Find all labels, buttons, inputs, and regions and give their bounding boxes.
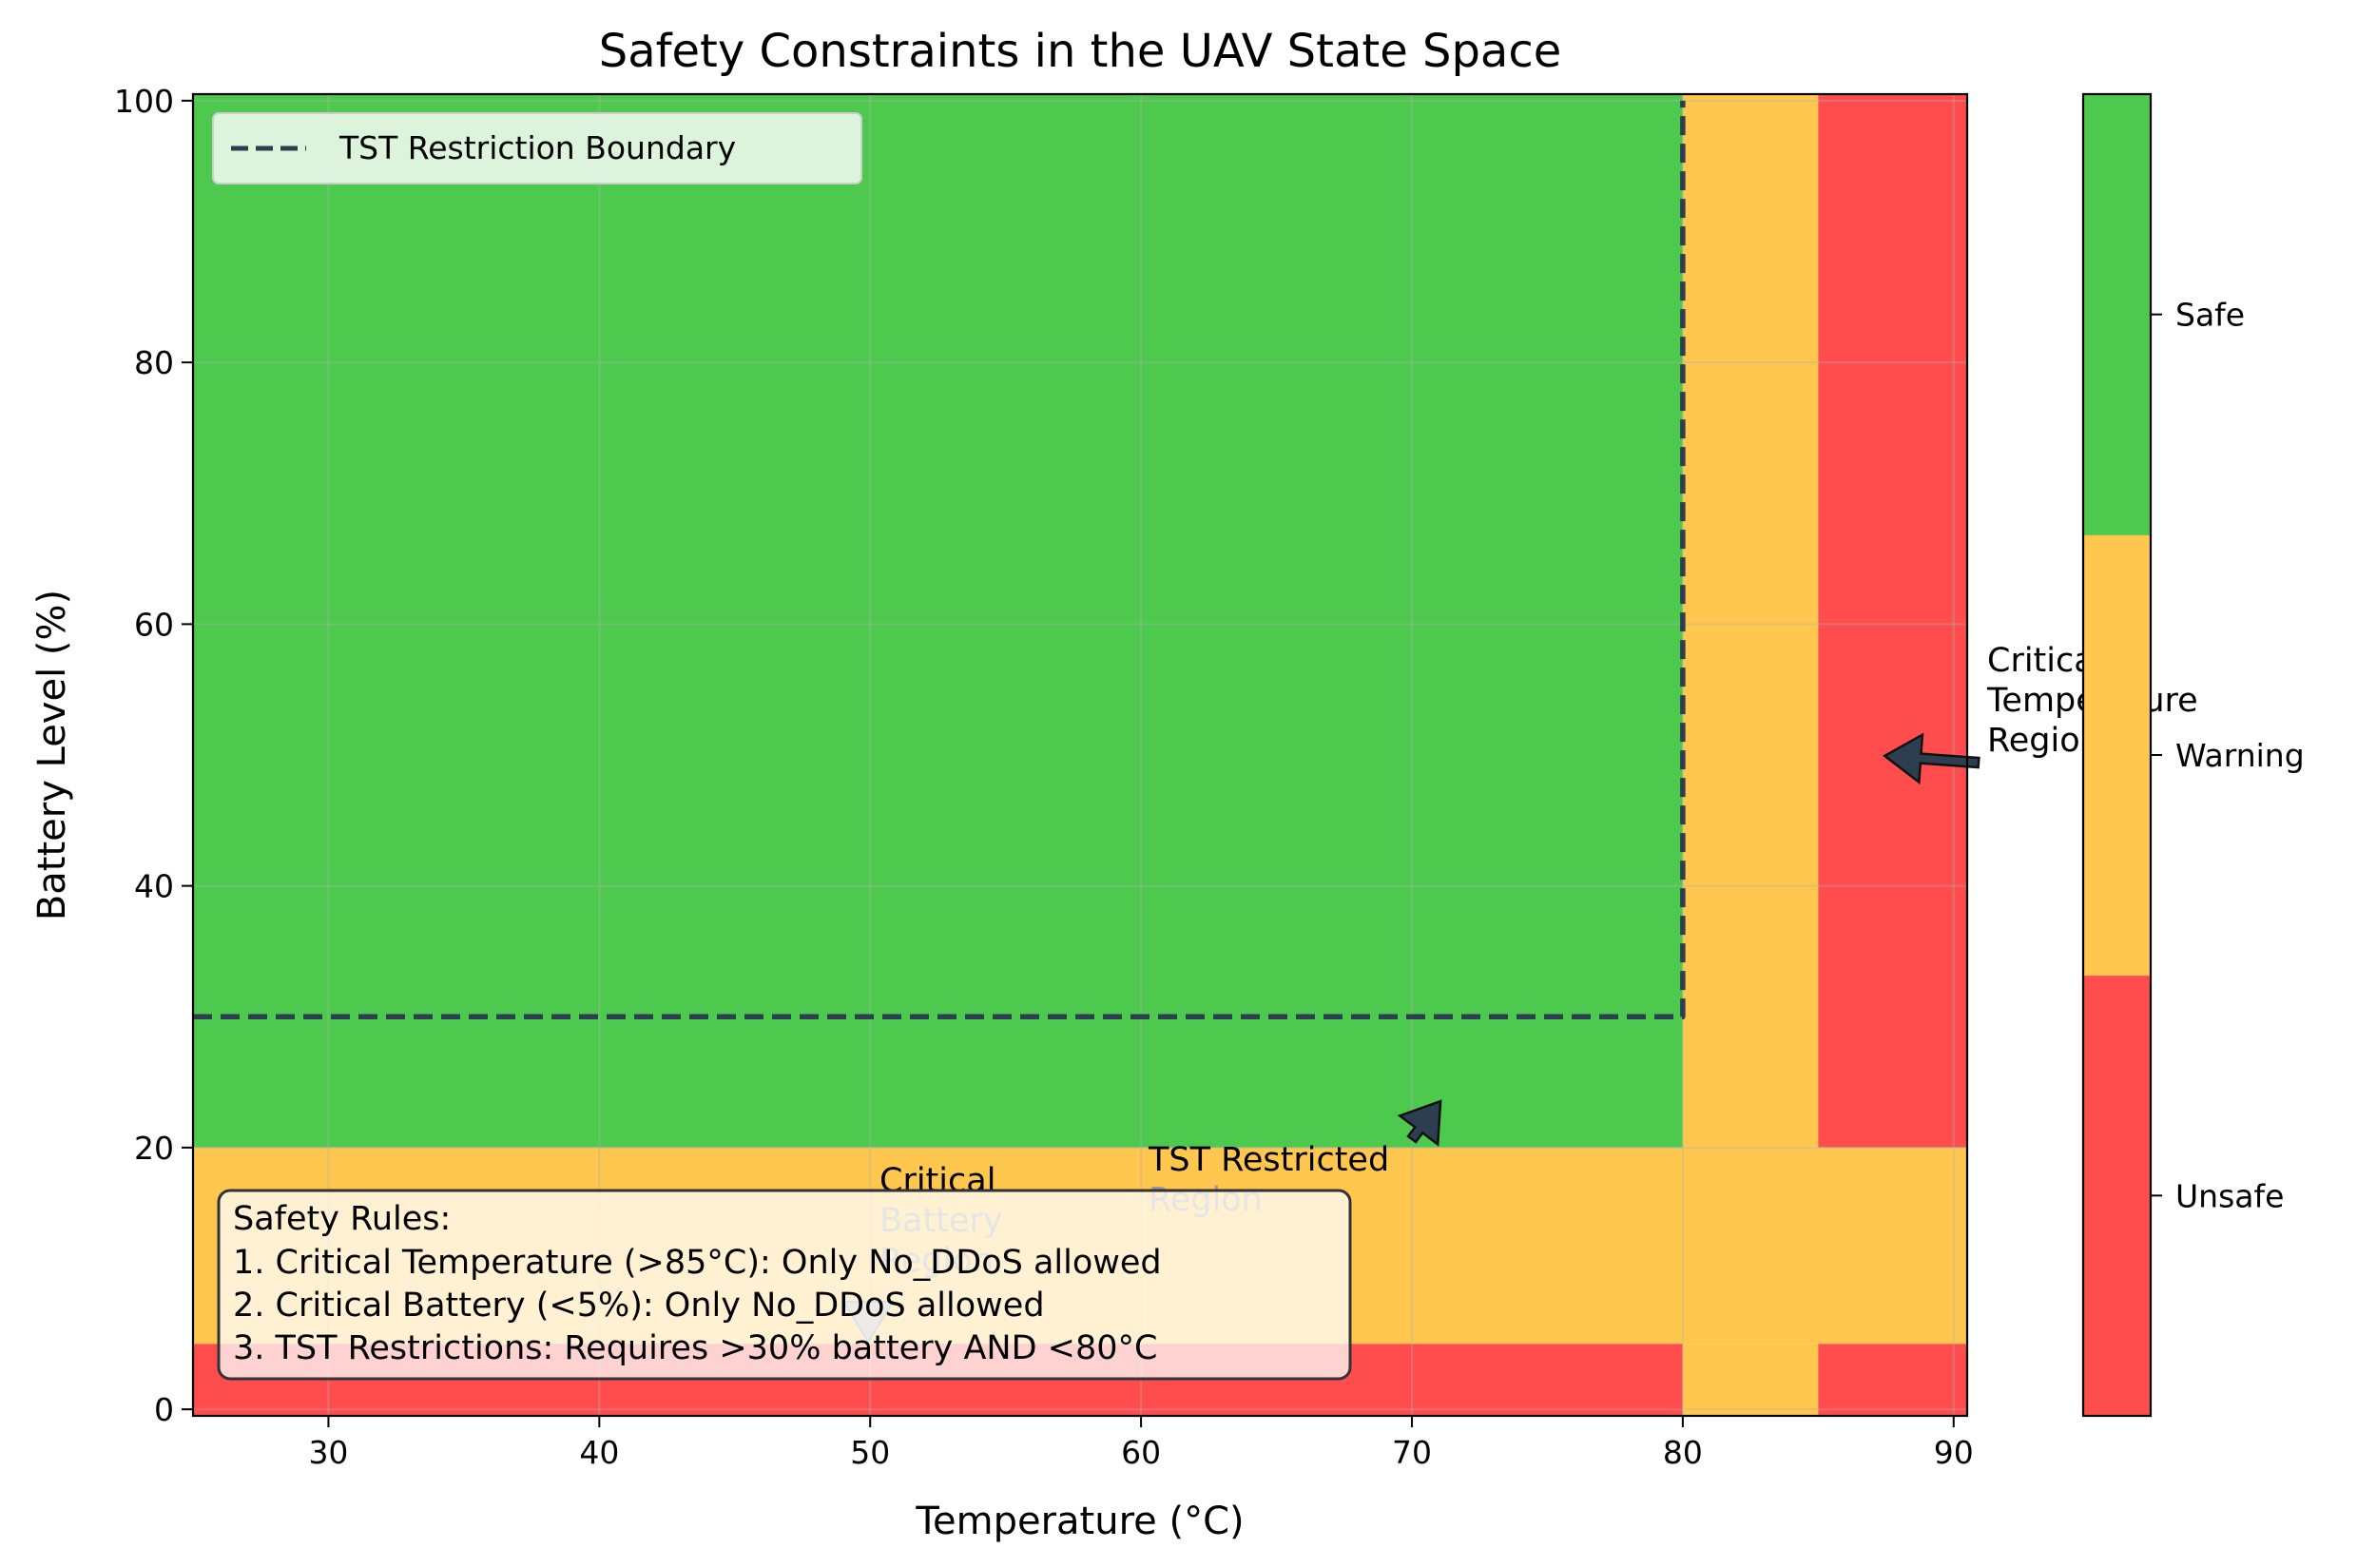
x-tick-label: 60	[1121, 1434, 1161, 1471]
region-warning	[1682, 1344, 1819, 1416]
y-tick-label: 100	[114, 83, 174, 120]
boundary-line-layer	[193, 100, 1686, 1019]
legend-label-boundary: TST Restriction Boundary	[338, 129, 736, 166]
colorbar-tick-label: Warning	[2175, 737, 2305, 774]
colorbar-ticks: Unsafe Warning Safe	[2151, 297, 2305, 1214]
axes: 30 40 50 60 70 80 90 0 20 40 60 80 100	[114, 83, 1974, 1471]
safety-rule-item: 2. Critical Battery (<5%): Only No_DDoS …	[233, 1287, 1045, 1325]
x-tick-label: 80	[1663, 1434, 1703, 1471]
region-unsafe	[1818, 1344, 1967, 1416]
annotation-tst-restricted: TST Restricted	[1148, 1141, 1389, 1179]
y-tick-label: 0	[154, 1391, 174, 1428]
legend-box	[212, 112, 862, 184]
colorbar-segment	[2083, 975, 2151, 1417]
arrow-tst-restricted	[1397, 1099, 1442, 1147]
safety-rules-heading: Safety Rules:	[233, 1200, 451, 1238]
safety-rules-background	[217, 1189, 1352, 1381]
x-tick-label: 30	[308, 1434, 348, 1471]
chart-title: Safety Constraints in the UAV State Spac…	[599, 25, 1562, 78]
y-tick-label: 80	[134, 344, 174, 381]
x-tick-label: 90	[1934, 1434, 1974, 1471]
tst-boundary-line	[193, 100, 1686, 1019]
x-tick-label: 50	[850, 1434, 890, 1471]
colorbar-segment	[2083, 94, 2151, 535]
region-safe	[193, 94, 1683, 1148]
region-unsafe	[1818, 94, 1967, 1148]
y-tick-label: 60	[134, 606, 174, 643]
y-tick-label: 40	[134, 868, 174, 905]
y-tick-label: 20	[134, 1130, 174, 1167]
colorbar-segment	[2083, 534, 2151, 977]
colorbar-tick-label: Safe	[2175, 297, 2245, 334]
safety-rules-box: Safety Rules: 1. Critical Temperature (>…	[217, 1189, 1352, 1381]
x-tick-label: 70	[1392, 1434, 1432, 1471]
colorbar-segments	[2083, 94, 2151, 1417]
region-warning	[1682, 94, 1819, 1148]
x-tick-label: 40	[579, 1434, 619, 1471]
legend: TST Restriction Boundary	[212, 112, 862, 184]
y-axis-label: Battery Level (%)	[30, 590, 74, 920]
colorbar-tick-label: Unsafe	[2175, 1177, 2284, 1214]
arrow-critical-temperature	[1882, 732, 1980, 784]
annotation-critical-temperature: Region	[1987, 722, 2101, 760]
plot-frame	[191, 92, 1969, 1418]
colorbar: Unsafe Warning Safe	[2081, 92, 2305, 1418]
safety-rule-item: 3. TST Restrictions: Requires >30% batte…	[233, 1329, 1157, 1367]
x-axis-label: Temperature (°C)	[915, 1500, 1244, 1543]
safety-rule-item: 1. Critical Temperature (>85°C): Only No…	[233, 1244, 1162, 1282]
